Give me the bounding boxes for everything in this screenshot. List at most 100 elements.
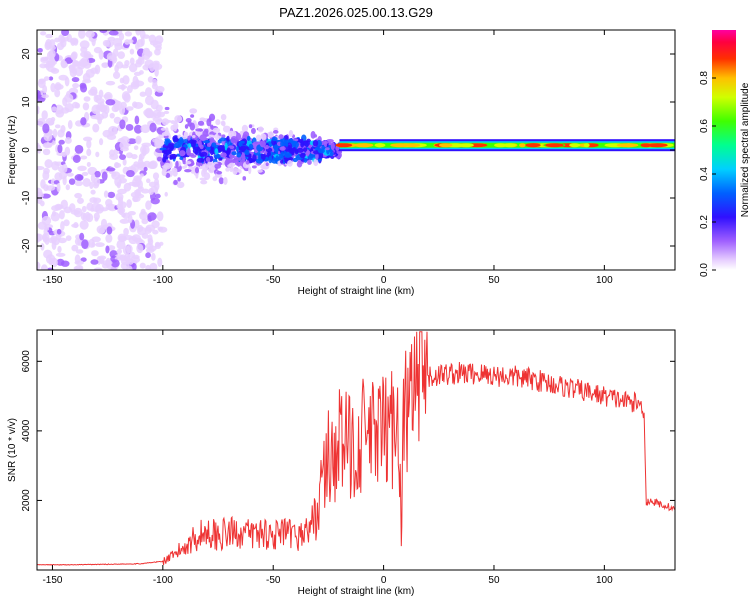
heatmap-cell <box>257 169 263 173</box>
heatmap-cell <box>76 61 86 70</box>
heatmap-cell <box>145 107 153 115</box>
spectrogram-y-ticks: -20 -10 0 10 20 <box>21 48 675 253</box>
heatmap-cell <box>192 134 196 138</box>
heatmap-cell <box>178 137 184 145</box>
heatmap-cell <box>86 139 92 149</box>
heatmap-cell <box>60 60 68 69</box>
heatmap-cell <box>299 152 306 159</box>
heatmap-cell <box>141 142 152 147</box>
heatmap-cell <box>214 133 219 141</box>
heatmap-cell <box>37 261 41 270</box>
heatmap-cell <box>129 48 135 55</box>
heatmap-cell <box>176 181 185 189</box>
heatmap-cell <box>90 189 96 195</box>
heatmap-cell <box>220 113 227 121</box>
heatmap-cell <box>43 184 49 192</box>
heatmap-cell <box>81 205 87 213</box>
y-tick-label: 0 <box>21 147 32 153</box>
heatmap-cell <box>40 243 45 251</box>
heatmap-cell <box>56 182 61 193</box>
heatmap-cell <box>86 202 94 211</box>
heatmap-cell <box>65 184 70 191</box>
heatmap-cell <box>153 62 159 71</box>
colorbar-label: Normalized spectral amplitude <box>740 82 750 217</box>
heatmap-cell <box>306 150 311 155</box>
heatmap-cell <box>93 197 102 204</box>
heatmap-cell <box>129 57 135 65</box>
heatmap-cell <box>147 212 157 221</box>
heatmap-cell <box>215 119 221 126</box>
heatmap-cell <box>119 154 127 160</box>
heatmap-cell <box>42 234 48 243</box>
heatmap-cell <box>335 143 353 148</box>
heatmap-cell <box>41 94 49 99</box>
heatmap-cell <box>149 262 158 270</box>
heatmap-cell <box>130 256 141 264</box>
heatmap-cell <box>80 257 87 262</box>
heatmap-cell <box>280 159 284 164</box>
heatmap-cell <box>56 42 65 51</box>
heatmap-cell <box>80 155 88 160</box>
heatmap-cell <box>257 126 264 133</box>
heatmap-cell <box>126 85 133 94</box>
heatmap-cell <box>255 134 262 142</box>
heatmap-cell <box>303 157 308 163</box>
heatmap-cell <box>224 142 228 151</box>
heatmap-cell <box>271 136 278 142</box>
heatmap-cell <box>50 235 58 243</box>
heatmap-cell <box>169 153 178 158</box>
heatmap-cell <box>135 135 142 145</box>
heatmap-cell <box>145 264 151 270</box>
heatmap-cell <box>91 250 99 257</box>
heatmap-cell <box>134 237 143 243</box>
heatmap-cell <box>319 151 324 159</box>
x-tick-label: -100 <box>153 575 173 586</box>
heatmap-cell <box>502 143 517 148</box>
heatmap-cell <box>133 145 139 151</box>
heatmap-cell <box>76 197 84 204</box>
heatmap-cell <box>287 159 293 167</box>
snr-series-line <box>37 331 675 566</box>
heatmap-cell <box>126 199 132 209</box>
heatmap-cell <box>185 118 192 123</box>
heatmap-cell <box>519 143 526 148</box>
colorbar: 0.0 0.2 0.4 0.6 0.8 Normalized spectral ampl… <box>699 30 750 277</box>
heatmap-cell <box>164 191 168 197</box>
heatmap-cell <box>154 48 161 56</box>
heatmap-cell <box>106 226 113 235</box>
colorbar-tick-label: 0.6 <box>699 119 710 133</box>
heatmap-cell <box>41 215 52 226</box>
heatmap-cell <box>127 214 133 224</box>
heatmap-cell <box>123 182 132 192</box>
heatmap-cell <box>134 115 140 125</box>
heatmap-cell <box>181 165 186 169</box>
heatmap-cell <box>268 155 273 164</box>
heatmap-cell <box>79 232 85 241</box>
heatmap-cell <box>112 71 121 80</box>
heatmap-cell <box>124 31 133 37</box>
heatmap-cell <box>143 160 151 168</box>
heatmap-cell <box>123 227 129 236</box>
heatmap-cell <box>37 166 45 171</box>
heatmap-cell <box>54 82 62 91</box>
heatmap-cell <box>105 99 116 106</box>
x-tick-label: 0 <box>381 275 387 286</box>
heatmap-cell <box>152 229 159 235</box>
x-tick-label: -150 <box>42 575 62 586</box>
heatmap-cell <box>50 212 60 222</box>
heatmap-cell <box>218 177 224 185</box>
heatmap-cell <box>177 177 181 182</box>
heatmap-cell <box>137 157 144 168</box>
heatmap-cell <box>93 267 103 270</box>
heatmap-cell <box>292 157 298 163</box>
heatmap-cell <box>190 140 196 148</box>
heatmap-cell <box>161 118 170 126</box>
heatmap-cell <box>267 150 271 158</box>
heatmap-cell <box>43 76 50 81</box>
heatmap-cell <box>132 101 138 108</box>
heatmap-cell <box>51 205 61 212</box>
heatmap-cell <box>206 118 212 127</box>
heatmap-cell <box>93 94 99 103</box>
heatmap-cell <box>116 248 123 255</box>
